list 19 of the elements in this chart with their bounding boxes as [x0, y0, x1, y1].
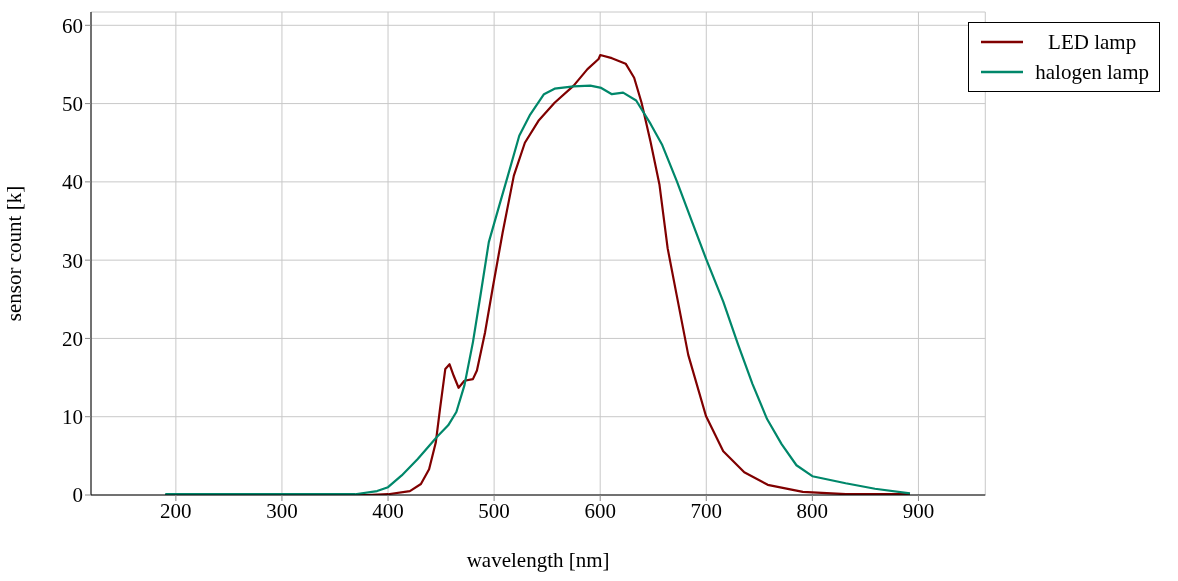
x-tick-label: 400: [372, 498, 404, 523]
y-tick-label: 10: [62, 405, 83, 430]
y-tick-label: 50: [62, 92, 83, 117]
x-tick-label: 200: [160, 498, 192, 523]
y-tick-label: 20: [62, 326, 83, 351]
y-axis-title: sensor count [k]: [2, 185, 27, 322]
x-tick-label: 600: [584, 498, 616, 523]
y-tick-label: 60: [62, 13, 83, 38]
x-tick-label: 800: [796, 498, 829, 523]
legend-label: LED lamp: [1047, 29, 1138, 56]
x-tick-label: 900: [902, 498, 935, 523]
x-tick-label: 500: [478, 498, 510, 523]
y-tick-label: 0: [72, 483, 83, 508]
legend-label: halogen lamp: [1035, 59, 1149, 86]
x-axis-title: wavelength [nm]: [466, 548, 610, 572]
x-tick-label: 700: [690, 498, 723, 523]
y-tick-label: 40: [62, 170, 83, 195]
y-tick-label: 30: [62, 248, 83, 273]
x-tick-label: 300: [266, 498, 298, 523]
